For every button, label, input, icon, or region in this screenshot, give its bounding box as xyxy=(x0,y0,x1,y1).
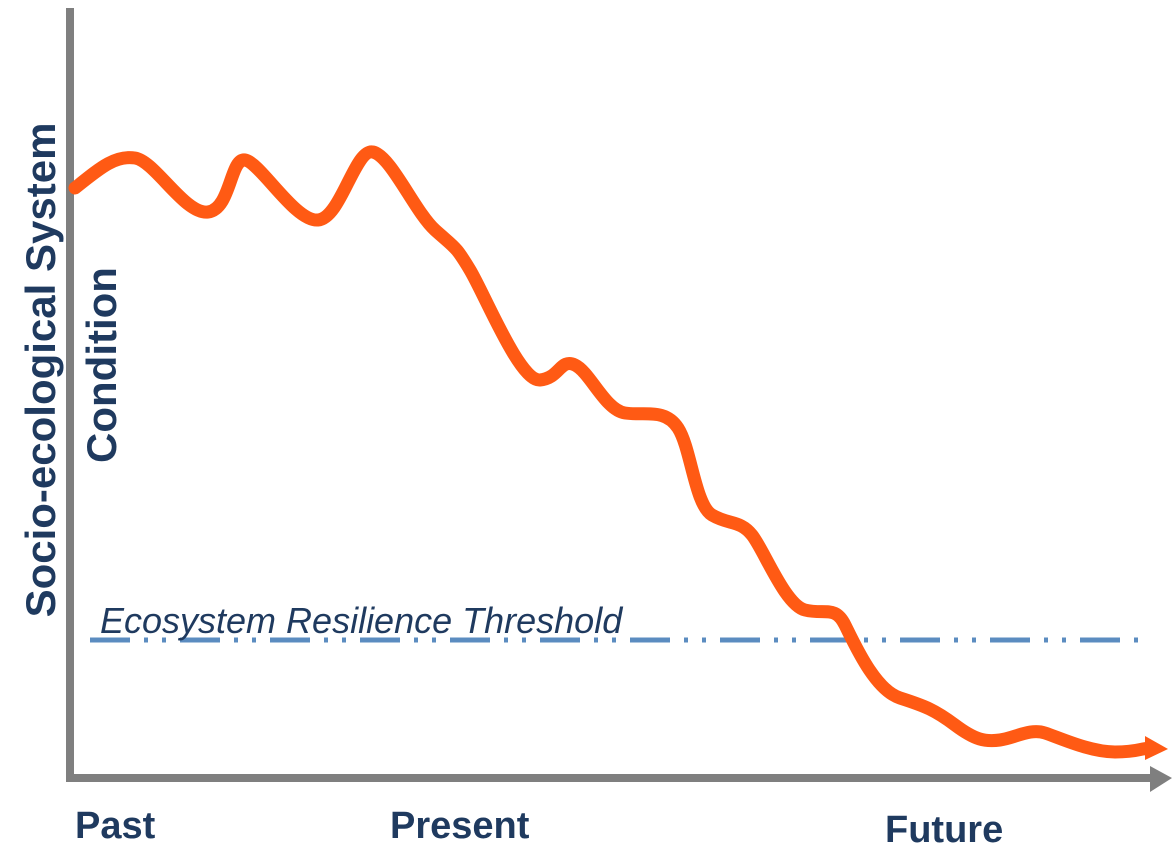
x-label: Future xyxy=(885,809,1003,845)
x-axis-arrow xyxy=(1150,766,1172,792)
x-label: Present xyxy=(390,805,530,845)
x-label: Past xyxy=(75,805,156,845)
condition-curve xyxy=(68,145,1159,759)
threshold-label: Ecosystem Resilience Threshold xyxy=(100,600,623,641)
curve-arrow xyxy=(1145,736,1168,760)
y-axis-label-line1: Socio-ecological System xyxy=(17,123,64,618)
y-axis-label-line2: Condition xyxy=(78,267,125,463)
